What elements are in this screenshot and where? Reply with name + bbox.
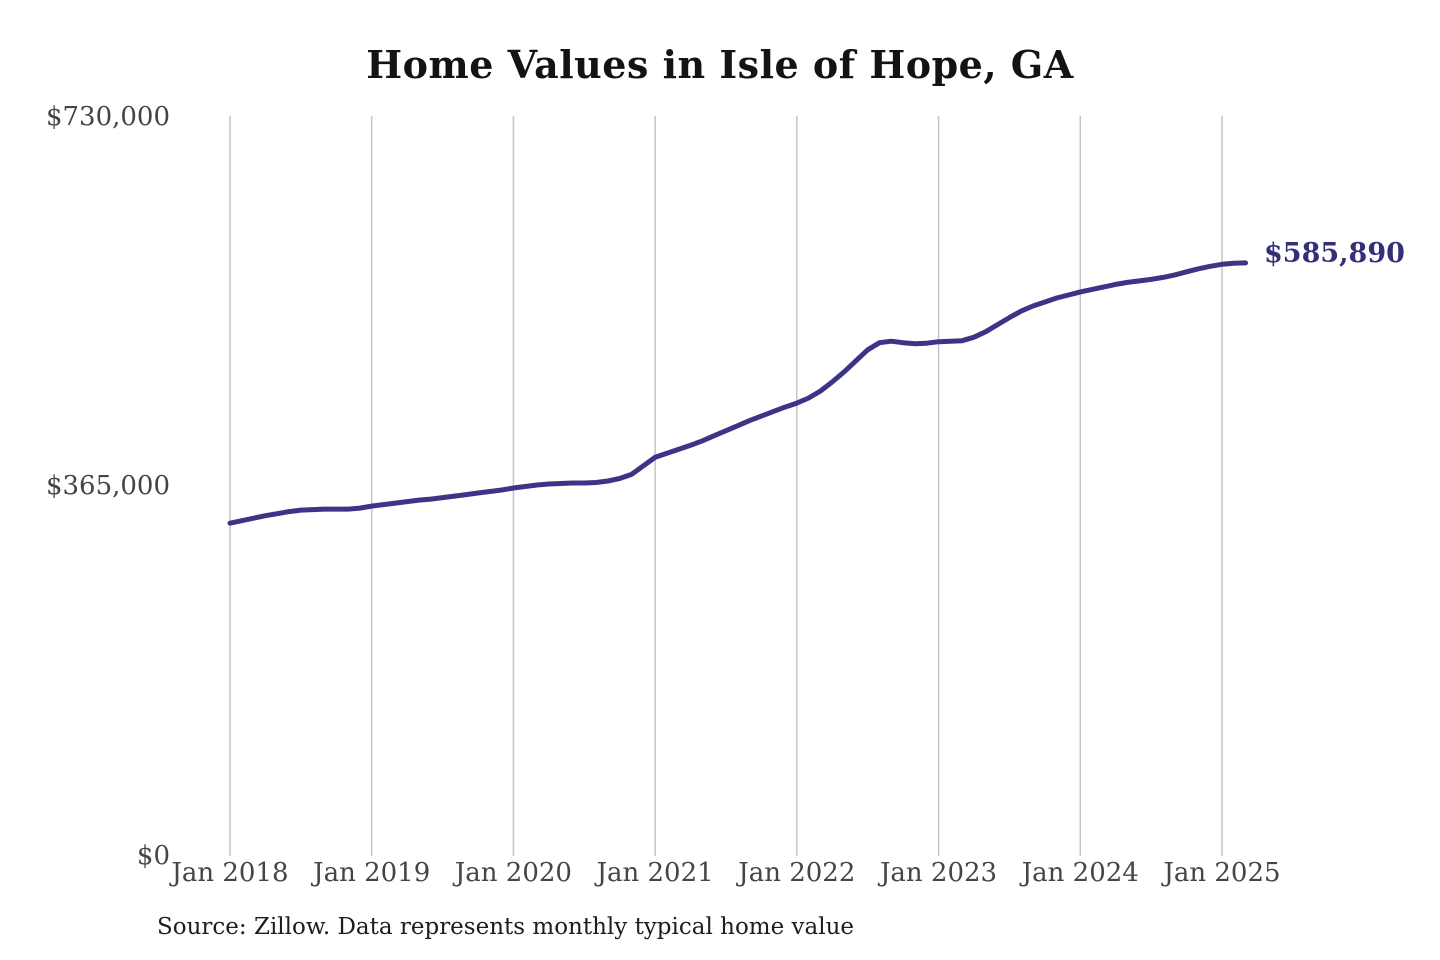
y-tick-label-730000: $730,000 [45, 102, 170, 132]
x-tick-label-jan-2024: Jan 2024 [1021, 858, 1139, 888]
x-tick-label-jan-2018: Jan 2018 [171, 858, 289, 888]
x-tick-label-jan-2025: Jan 2025 [1163, 858, 1281, 888]
y-tick-label-0: $0 [136, 841, 170, 871]
source-note: Source: Zillow. Data represents monthly … [157, 914, 855, 940]
x-tick-label-jan-2021: Jan 2021 [596, 858, 714, 888]
x-tick-label-jan-2022: Jan 2022 [738, 858, 856, 888]
vertical-gridlines [229, 116, 1223, 856]
home-value-line [227, 260, 1249, 526]
y-tick-label-365000: $365,000 [45, 471, 170, 501]
latest-value-label: $585,890 [1264, 238, 1405, 269]
chart-title: Home Values in Isle of Hope, GA [366, 42, 1074, 87]
x-tick-label-jan-2019: Jan 2019 [313, 858, 431, 888]
x-tick-label-jan-2023: Jan 2023 [880, 858, 998, 888]
x-tick-label-jan-2020: Jan 2020 [454, 858, 572, 888]
